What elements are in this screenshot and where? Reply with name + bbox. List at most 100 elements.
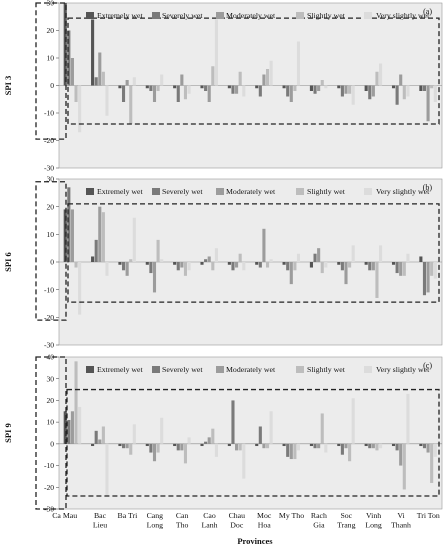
bar (121, 443, 126, 449)
y-tick-label: -20 (44, 136, 54, 145)
bar (371, 85, 375, 97)
chart-panels: 30 20 10 0 -10 -20 -30 SPI 3 (a) Extremely wet Sev… (3, 0, 443, 514)
bar (262, 228, 266, 262)
bar (395, 85, 399, 105)
bar (173, 85, 177, 89)
bar (152, 262, 157, 293)
bar (98, 52, 102, 86)
bar (160, 259, 164, 262)
y-tick-label: -10 (44, 461, 54, 470)
x-tick-label: Soc Trang (337, 511, 355, 530)
y-axis-title: SPI 3 (3, 76, 13, 96)
bar (324, 262, 328, 268)
bar (149, 443, 153, 453)
x-tick-label-line: Vinh (366, 511, 381, 520)
bar (214, 19, 218, 86)
bar (422, 85, 427, 91)
bar (351, 245, 355, 262)
bar (242, 443, 246, 479)
x-tick-label: Tri Ton (417, 511, 440, 520)
bar (176, 262, 180, 271)
bar (255, 262, 259, 265)
bar (149, 85, 153, 91)
bar (289, 262, 293, 285)
bar (317, 85, 321, 91)
bar (105, 443, 109, 496)
bar (125, 443, 129, 449)
bar (293, 262, 297, 271)
bar (293, 85, 297, 91)
y-tick-label: 10 (47, 418, 55, 427)
bar (402, 262, 406, 276)
bar (70, 58, 74, 86)
legend-label: Severely wet (162, 365, 203, 374)
legend-label: Extremely wet (97, 187, 144, 196)
bar (419, 85, 423, 91)
bar (125, 262, 129, 276)
bar (105, 85, 109, 116)
bar (313, 253, 317, 262)
legend-label: Slightly wet (307, 11, 346, 20)
bar (433, 262, 437, 279)
bar (309, 443, 313, 447)
y-tick-label: -20 (44, 313, 54, 322)
bar (430, 85, 434, 89)
legend-label: Moderately wet (226, 11, 276, 20)
bar (207, 256, 211, 262)
bar (340, 85, 344, 97)
bar (125, 80, 129, 86)
y-tick-label: 40 (47, 353, 55, 362)
bar (289, 85, 293, 102)
bar (364, 443, 368, 447)
bar (364, 262, 368, 265)
x-tick-label-line: Lieu (93, 521, 107, 530)
y-tick-label: -30 (44, 505, 54, 514)
bar (235, 262, 239, 268)
bar (227, 443, 231, 447)
bar (204, 85, 208, 91)
bar (395, 443, 399, 451)
bar (337, 443, 341, 447)
bar (180, 443, 184, 451)
bar (324, 85, 328, 89)
x-tick-label: Can Tho (176, 511, 189, 530)
bar (183, 262, 188, 276)
bar (214, 443, 218, 457)
bar (173, 443, 177, 447)
x-axis-title: Provinces (237, 536, 273, 546)
bar (282, 262, 286, 265)
bar (344, 85, 348, 94)
y-tick-label: 10 (47, 54, 55, 63)
bar (309, 85, 313, 91)
x-tick-label-line: Cang (147, 511, 164, 520)
x-tick-label-line: Doc (230, 521, 244, 530)
bar (152, 443, 157, 462)
legend-swatch (152, 366, 160, 373)
bar (63, 3, 67, 86)
bar (368, 85, 372, 100)
bar (289, 443, 293, 460)
legend-swatch (86, 188, 94, 195)
x-tick-label: My Tho (279, 511, 304, 520)
legend-label: Extremely wet (97, 365, 144, 374)
bar (371, 262, 375, 271)
bar (282, 85, 286, 89)
x-tick-label-line: Rach (311, 511, 327, 520)
bar (149, 262, 153, 274)
bar (269, 259, 273, 262)
x-tick-label-line: Ca Mau (52, 511, 77, 520)
bar (70, 209, 74, 262)
bar (180, 74, 184, 86)
highlight-box (67, 17, 440, 125)
bar (324, 443, 328, 453)
bar (258, 85, 262, 97)
bar (379, 245, 383, 262)
x-tick-label: Rach Gia (311, 511, 327, 530)
bar (286, 85, 290, 97)
bar (320, 262, 324, 274)
y-tick-label: 20 (47, 26, 55, 35)
panel-label: (a) (423, 7, 432, 16)
bar (183, 85, 188, 100)
bar (296, 253, 301, 262)
